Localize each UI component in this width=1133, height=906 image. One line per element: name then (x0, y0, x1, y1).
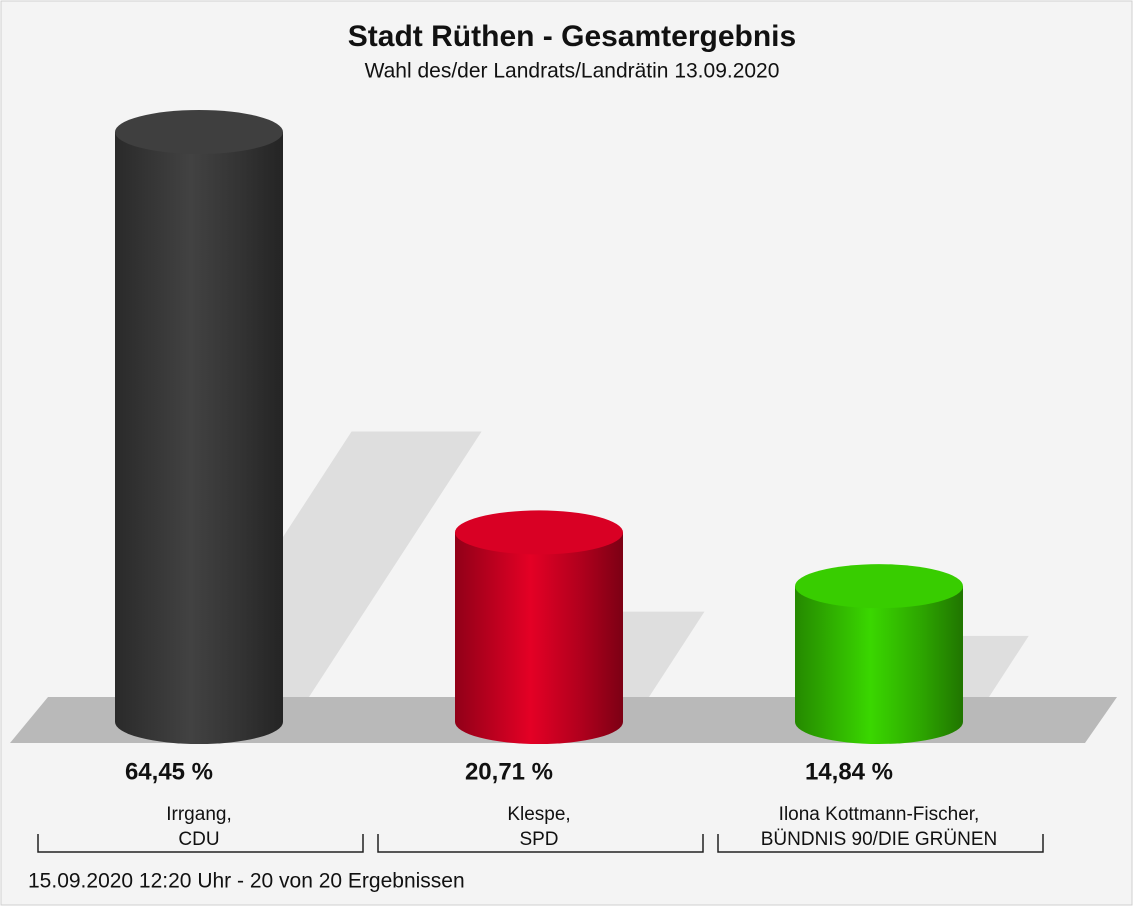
bar-top (455, 510, 623, 555)
bar-top (115, 110, 283, 154)
bar-body (795, 586, 963, 722)
bar (115, 110, 283, 744)
bar-top (795, 564, 963, 609)
value-label: 20,71 % (465, 758, 553, 785)
bar (795, 564, 963, 744)
category-bracket (377, 834, 704, 853)
value-label: 64,45 % (125, 758, 213, 785)
category-label: CDU (178, 829, 219, 850)
bar-body (455, 532, 623, 722)
category-label: Irrgang, (166, 804, 231, 825)
category-bracket (37, 834, 364, 853)
category-label: SPD (519, 829, 558, 850)
footer: 15.09.2020 12:20 Uhr - 20 von 20 Ergebni… (28, 870, 465, 893)
chart-title: Stadt Rüthen - Gesamtergebnis (348, 20, 796, 53)
value-label: 14,84 % (805, 758, 893, 785)
category-label: BÜNDNIS 90/DIE GRÜNEN (761, 829, 998, 850)
category-label: Ilona Kottmann-Fischer, (779, 804, 980, 825)
bar (455, 510, 623, 744)
category-label: Klespe, (507, 804, 570, 825)
bar-body (115, 132, 283, 722)
category-bracket (717, 834, 1044, 853)
chart-subtitle: Wahl des/der Landrats/Landrätin 13.09.20… (365, 60, 780, 83)
